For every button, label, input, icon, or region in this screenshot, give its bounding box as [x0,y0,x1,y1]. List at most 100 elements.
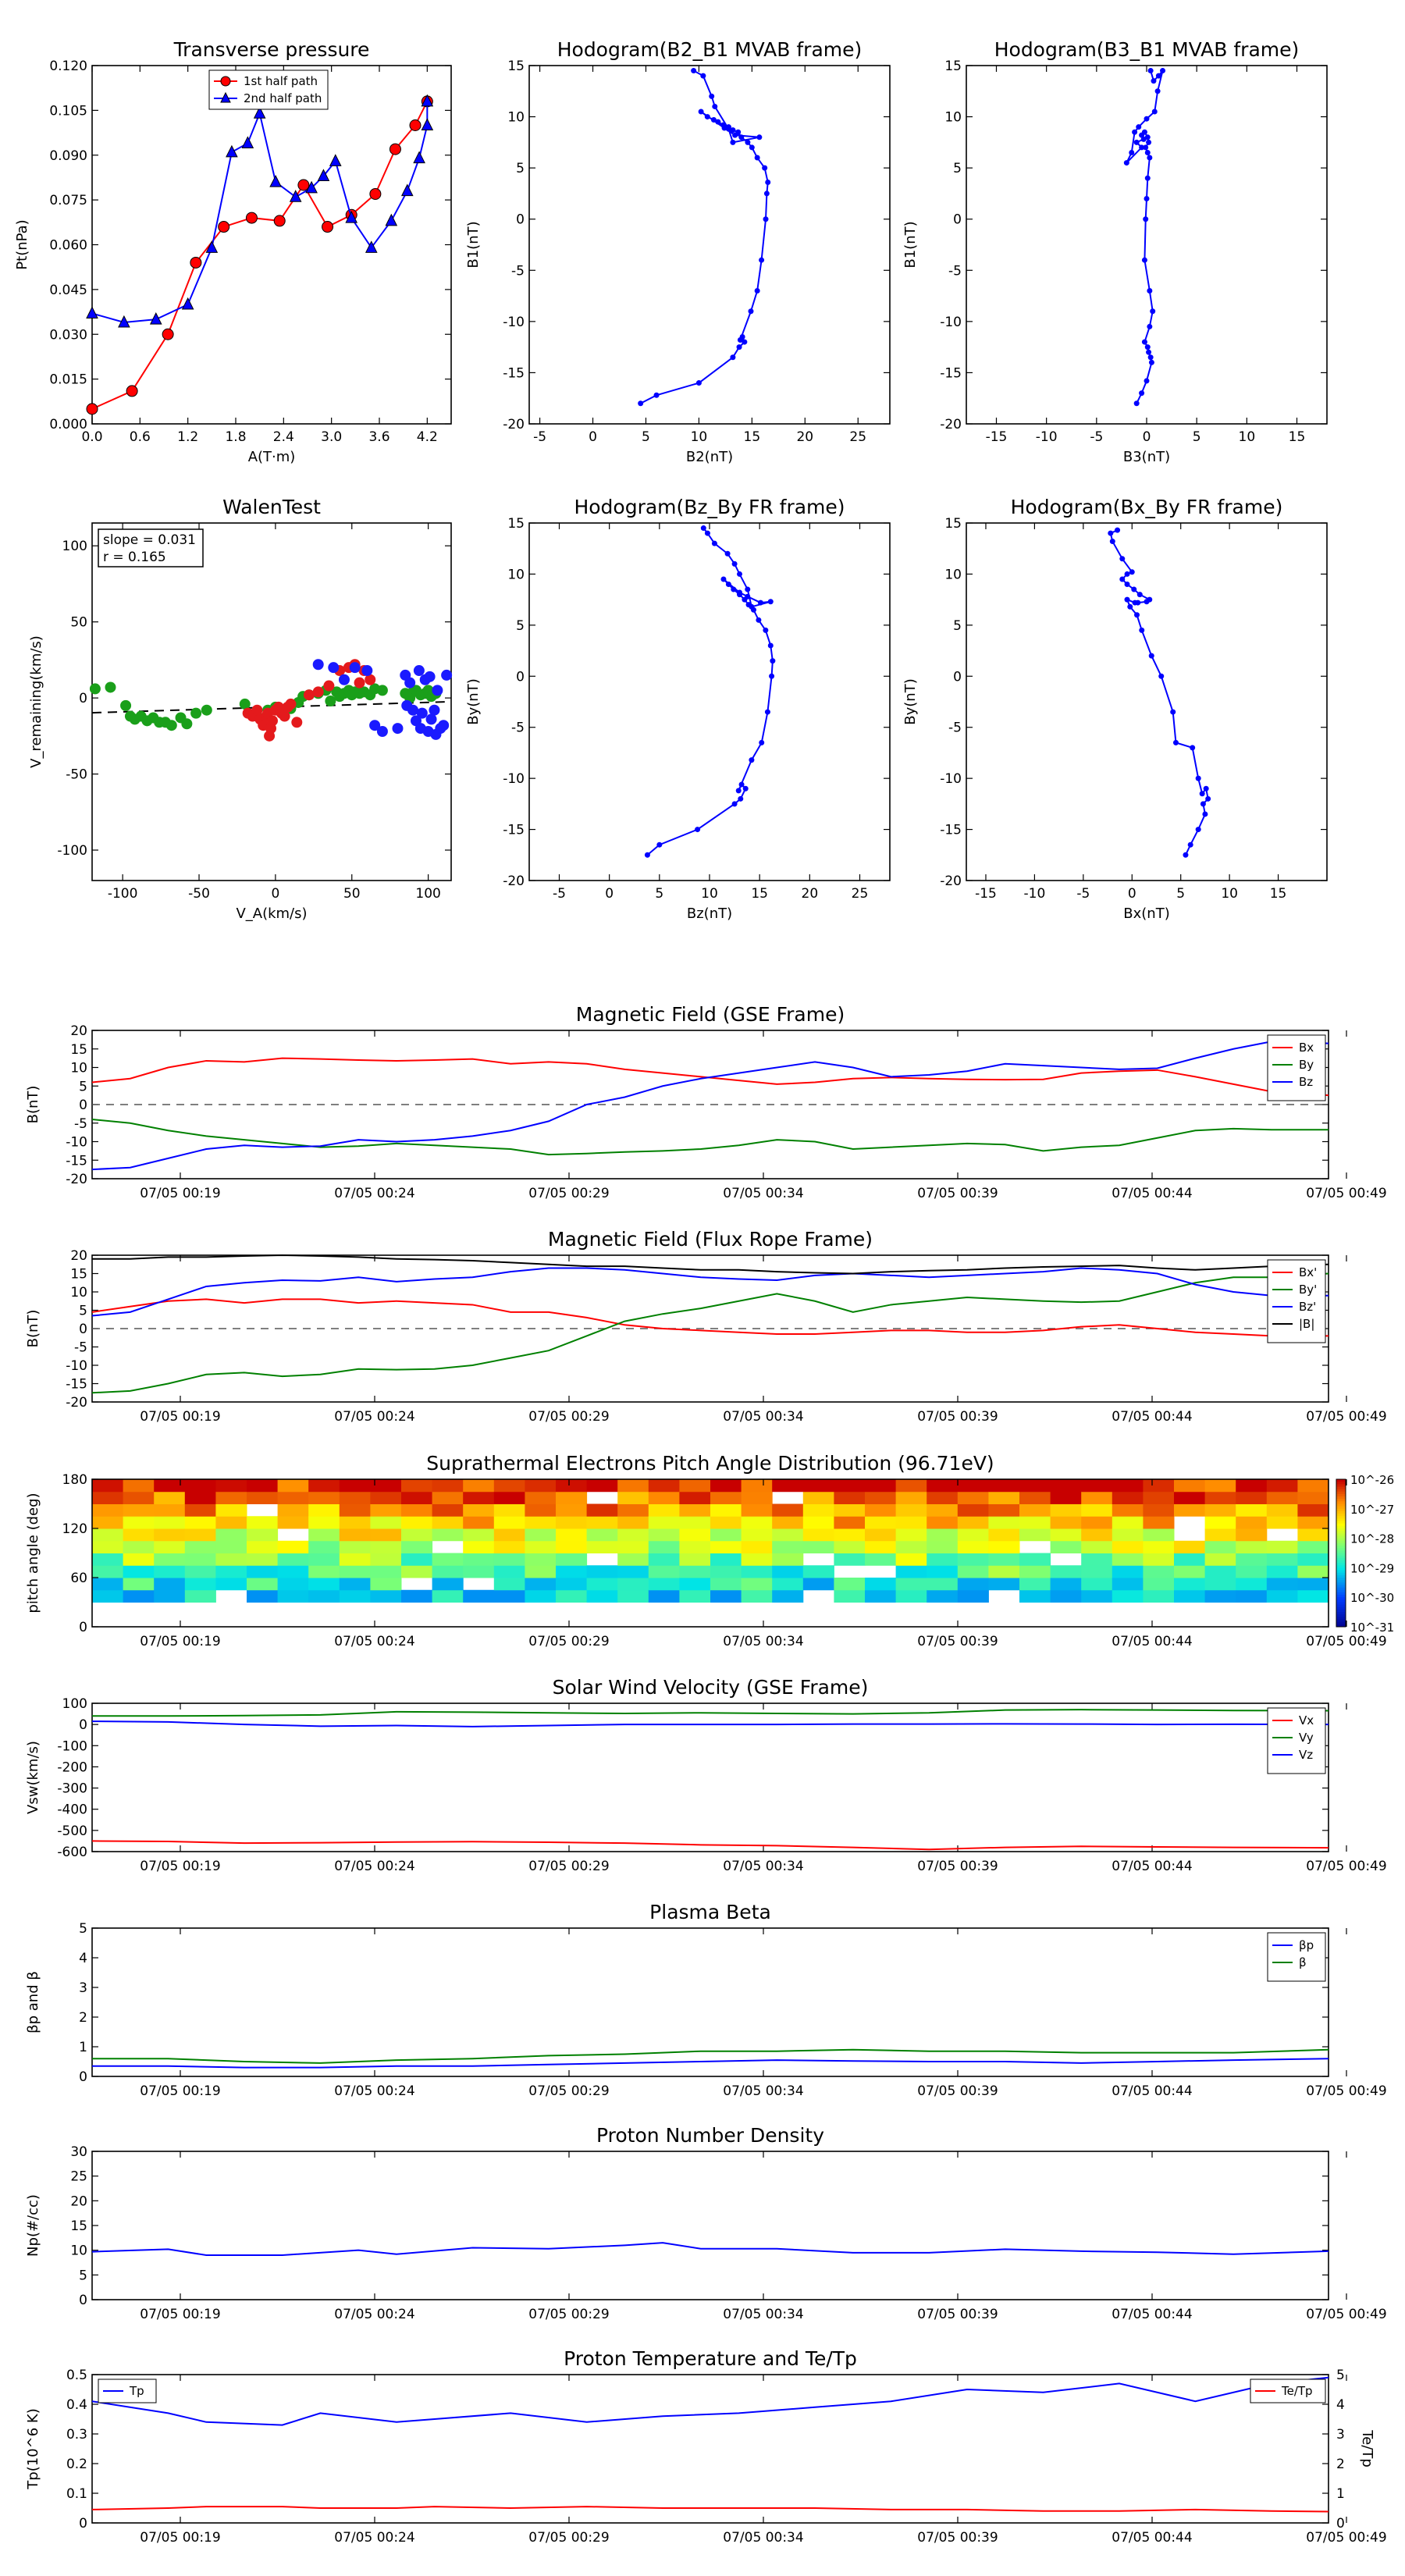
heatmap-cell [1236,1589,1268,1603]
y-tick-label: 100 [62,539,87,554]
heatmap-cell [741,1540,773,1553]
heatmap-cell [1112,1503,1144,1517]
x-tick-label: 20 [796,429,813,445]
y-axis-label: B1(nT) [902,221,919,268]
heatmap-cell [927,1589,959,1603]
data-point [700,525,706,532]
heatmap-cell [525,1516,557,1529]
x-axis-label: Bz(nT) [687,906,732,922]
x-tick-label: 07/05 00:34 [723,2530,803,2546]
data-point [711,540,717,546]
colorbar-cell [1336,1557,1346,1561]
colorbar-frame [1336,1478,1346,1628]
heatmap-cell [802,1540,834,1553]
colorbar-cell [1336,1567,1346,1571]
y-tick-label: -20 [66,1172,87,1187]
heatmap-cell [556,1516,588,1529]
heatmap-cell [370,1589,402,1603]
series-line-Vy [92,1709,1329,1717]
y-tick-label: -10 [940,315,962,330]
plot-frame [91,1703,1329,1852]
chart-walen-test: WalenTest -100 -50 0 50 100 -100 -50 0 50 100 V_A(k… [28,496,453,922]
heatmap-cell [834,1503,866,1517]
data-point [695,827,701,833]
heatmap-cell [123,1589,155,1603]
data-point [86,306,98,318]
heatmap-cell [927,1540,959,1553]
heatmap-cell [1143,1578,1175,1591]
heatmap-cell [215,1553,247,1566]
heatmap-cell [1050,1491,1082,1504]
data-point [1139,390,1145,397]
colorbar-cell [1336,1521,1346,1525]
chart-mag_gse: Magnetic Field (GSE Frame) -20 -15 -10 -5 0 5 1… [25,1003,1387,1201]
x-tick-label: 25 [852,886,869,902]
heatmap-cell [1143,1516,1175,1529]
data-point [285,698,297,710]
heatmap-cell [927,1516,959,1529]
data-point [1151,109,1158,115]
heatmap-cell [1204,1540,1236,1553]
colorbar-label: 10^-26 [1350,1473,1394,1487]
x-axis-label: Bx(nT) [1123,906,1169,922]
heatmap-cell [308,1578,340,1591]
heatmap-cell [1204,1528,1236,1542]
data-point [1143,216,1149,222]
heatmap-cell [277,1565,309,1578]
x-tick-label: 07/05 00:34 [723,1634,803,1649]
data-point [1147,323,1153,329]
colorbar-cell [1336,1516,1346,1519]
heatmap-cell [1081,1479,1113,1493]
heatmap-cell [1019,1479,1051,1493]
data-point [638,400,644,407]
x-tick-label: 07/05 00:29 [528,1186,609,1201]
heatmap-cell [988,1479,1020,1493]
y-tick-label: 5 [516,618,525,634]
data-point [715,119,721,125]
y-tick-label: -15 [503,365,525,381]
data-point [730,139,736,145]
heatmap-cell [154,1578,186,1591]
chart-title: WalenTest [222,496,321,518]
data-point [704,530,710,536]
y-tick-label: 15 [507,59,525,74]
y-tick-label: 20 [70,2194,87,2209]
data-point [1160,68,1166,74]
heatmap-cell [927,1553,959,1566]
data-point [720,576,727,582]
x-tick-label: 15 [751,886,768,902]
y-tick-label: -5 [511,263,525,279]
data-point [757,600,763,606]
data-point [126,385,138,397]
data-point [731,586,737,592]
heatmap-cell [493,1589,525,1603]
data-point [1136,124,1142,130]
heatmap-cell [123,1528,155,1542]
y-tick-label: 20 [70,1248,87,1264]
x-tick-label: 07/05 00:49 [1306,1859,1386,1874]
data-point [413,665,425,677]
heatmap-cell [339,1565,371,1578]
heatmap-cell [493,1503,525,1517]
heatmap-cell [802,1565,834,1578]
data-point [1151,78,1157,84]
x-tick-label: 07/05 00:39 [917,1634,998,1649]
heatmap-cell [463,1491,495,1504]
data-point [704,114,710,120]
legend-box [1267,1034,1326,1101]
chart-title: Plasma Beta [649,1901,771,1923]
heatmap-cell [957,1528,989,1542]
heatmap-cell [277,1479,309,1493]
heatmap-cell [308,1528,340,1542]
data-point [1133,400,1140,407]
colorbar-cell [1336,1572,1346,1576]
y-tick-label: -5 [948,720,962,736]
y-tick-label: 0 [79,2069,87,2085]
data-point [86,403,98,415]
x-tick-label: 20 [802,886,819,902]
data-point [1147,354,1154,361]
colorbar-cell [1336,1493,1346,1497]
x-tick-label: 25 [849,429,866,445]
heatmap-cell [586,1578,618,1591]
heatmap-cell [957,1553,989,1566]
